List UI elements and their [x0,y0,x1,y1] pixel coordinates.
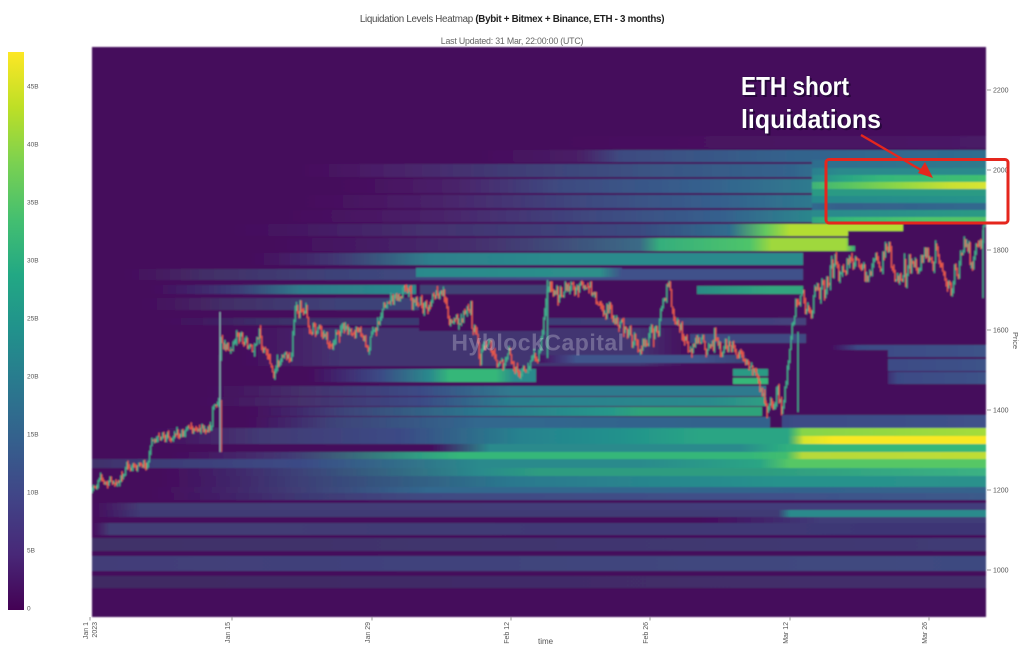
svg-text:Jan 29: Jan 29 [365,622,372,643]
svg-text:30B: 30B [27,258,39,265]
svg-text:time: time [538,637,554,646]
svg-text:Mar 12: Mar 12 [783,622,790,644]
svg-text:ETH short: ETH short [743,73,851,103]
svg-text:25B: 25B [27,316,39,323]
svg-text:Feb 26: Feb 26 [643,622,650,644]
svg-text:Last Updated: 31 Mar, 22:00:00: Last Updated: 31 Mar, 22:00:00 (UTC) [441,36,584,46]
svg-text:10B: 10B [27,490,39,497]
svg-text:Price: Price [1011,332,1020,349]
svg-text:15B: 15B [27,432,39,439]
svg-text:5B: 5B [27,548,35,555]
svg-text:1800: 1800 [993,248,1009,255]
svg-text:Liquidation Levels Heatmap (By: Liquidation Levels Heatmap (Bybit + Bitm… [360,14,664,25]
svg-text:HyblockCapital: HyblockCapital [451,330,624,356]
svg-text:2023: 2023 [92,622,99,638]
svg-text:1000: 1000 [993,568,1009,575]
svg-text:Feb 12: Feb 12 [504,622,511,644]
svg-text:Jan 1: Jan 1 [83,622,90,639]
svg-text:2000: 2000 [993,168,1009,175]
svg-text:Jan 15: Jan 15 [225,622,232,643]
svg-text:1600: 1600 [993,328,1009,335]
svg-text:40B: 40B [27,142,39,149]
svg-text:liquidations: liquidations [743,106,883,136]
svg-text:35B: 35B [27,200,39,207]
svg-text:liquidations: liquidations [741,104,881,134]
svg-text:45B: 45B [27,84,39,91]
svg-text:Mar 26: Mar 26 [922,622,929,644]
svg-text:ETH short: ETH short [741,71,849,101]
svg-text:20B: 20B [27,374,39,381]
svg-text:1400: 1400 [993,408,1009,415]
svg-text:2200: 2200 [993,88,1009,95]
svg-text:0: 0 [27,606,31,613]
svg-text:1200: 1200 [993,488,1009,495]
